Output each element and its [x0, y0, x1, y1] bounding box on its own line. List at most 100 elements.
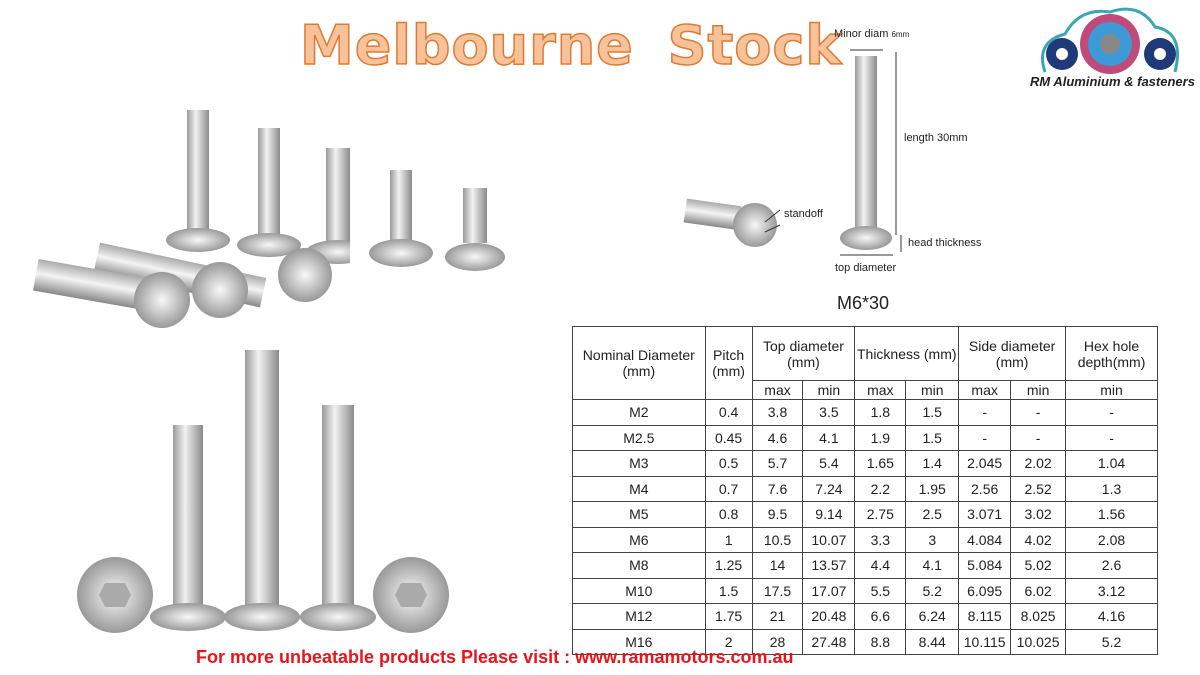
table-row: M5 0.8 9.5 9.14 2.75 2.5 3.071 3.02 1.56 [572, 501, 1158, 528]
table-cell: 10.025 [1010, 628, 1067, 655]
table-cell: 1.9 [854, 424, 907, 451]
subheader-max: max [958, 380, 1012, 400]
subheader-max: max [751, 380, 804, 400]
table-cell: - [958, 399, 1012, 426]
table-cell: 5.02 [1010, 552, 1067, 579]
table-cell: 1.25 [704, 552, 753, 579]
table-cell: 10.07 [802, 526, 856, 553]
table-cell: 0.5 [704, 450, 753, 477]
table-cell: M2 [572, 399, 706, 426]
table-cell: 5.7 [751, 450, 804, 477]
table-row: M8 1.25 14 13.57 4.4 4.1 5.084 5.02 2.6 [572, 552, 1158, 579]
top-diameter-label: top diameter [835, 262, 897, 274]
table-cell: 1.56 [1065, 501, 1158, 528]
table-cell: 5.4 [802, 450, 856, 477]
table-cell: 2.6 [1065, 552, 1158, 579]
table-cell: M5 [572, 501, 706, 528]
table-cell: 3.071 [958, 501, 1012, 528]
subheader-min: min [1010, 380, 1067, 400]
table-cell: 5.2 [905, 577, 960, 604]
header-thickness: Thickness (mm) [854, 326, 960, 381]
table-cell: 1.4 [905, 450, 960, 477]
table-cell: 7.6 [751, 475, 804, 502]
table-cell: 2.02 [1010, 450, 1067, 477]
length-label: length 30mm [904, 132, 968, 144]
table-cell: 3.3 [854, 526, 907, 553]
table-row: M4 0.7 7.6 7.24 2.2 1.95 2.56 2.52 1.3 [572, 475, 1158, 502]
table-cell: 2 [704, 628, 753, 655]
table-cell: 27.48 [802, 628, 856, 655]
table-cell: 6.6 [854, 603, 907, 630]
spec-table: Nominal Diameter (mm) Pitch (mm) Top dia… [572, 326, 1158, 655]
gear-logo-icon [1041, 7, 1179, 74]
table-cell: 2.2 [854, 475, 907, 502]
table-row: M16 2 28 27.48 8.8 8.44 10.115 10.025 5.2 [572, 628, 1158, 655]
table-cell: 1.3 [1065, 475, 1158, 502]
table-cell: 2.75 [854, 501, 907, 528]
minor-diam-label: Minor diam 6mm [834, 28, 909, 40]
table-row: M6 1 10.5 10.07 3.3 3 4.084 4.02 2.08 [572, 526, 1158, 553]
table-cell: 6.24 [905, 603, 960, 630]
table-cell: 5.084 [958, 552, 1012, 579]
logo: RM Aluminium & fasteners [1025, 2, 1195, 97]
table-cell: 1.5 [905, 424, 960, 451]
head-thickness-label: head thickness [908, 237, 982, 249]
table-cell: 1.75 [704, 603, 753, 630]
subheader-min: min [802, 380, 856, 400]
table-cell: M6 [572, 526, 706, 553]
table-cell: M10 [572, 577, 706, 604]
table-cell: 3.5 [802, 399, 856, 426]
table-row: M12 1.75 21 20.48 6.6 6.24 8.115 8.025 4.16 [572, 603, 1158, 630]
header-top-diameter: Top diameter (mm) [751, 326, 856, 381]
table-cell: 4.6 [751, 424, 804, 451]
table-cell: 1.8 [854, 399, 907, 426]
table-cell: 1.65 [854, 450, 907, 477]
table-cell: 10.115 [958, 628, 1012, 655]
screw-diagram [683, 49, 902, 256]
table-cell: 0.4 [704, 399, 753, 426]
footer-promo: For more unbeatable products Please visi… [196, 647, 794, 667]
table-cell: M12 [572, 603, 706, 630]
table-cell: 4.02 [1010, 526, 1067, 553]
table-cell: 8.44 [905, 628, 960, 655]
table-cell: M4 [572, 475, 706, 502]
subheader-min: min [1065, 380, 1158, 400]
model-label: M6*30 [837, 293, 890, 313]
table-row: M3 0.5 5.7 5.4 1.65 1.4 2.045 2.02 1.04 [572, 450, 1158, 477]
header-pitch: Pitch (mm) [704, 326, 753, 400]
table-cell: 2.56 [958, 475, 1012, 502]
table-cell: M8 [572, 552, 706, 579]
table-cell: 4.084 [958, 526, 1012, 553]
table-cell: M16 [572, 628, 706, 655]
table-cell: 3.8 [751, 399, 804, 426]
table-cell: M2.5 [572, 424, 706, 451]
table-row: M2.5 0.45 4.6 4.1 1.9 1.5- - - [572, 424, 1158, 451]
table-cell: 6.02 [1010, 577, 1067, 604]
table-row: M2 0.4 3.8 3.5 1.8 1.5- - - [572, 399, 1158, 426]
table-cell: 5.5 [854, 577, 907, 604]
table-cell: 5.2 [1065, 628, 1158, 655]
table-cell: 9.14 [802, 501, 856, 528]
table-cell: - [1010, 424, 1067, 451]
table-cell: 21 [751, 603, 804, 630]
table-row: M10 1.5 17.5 17.07 5.5 5.2 6.095 6.02 3.12 [572, 577, 1158, 604]
table-cell: - [1065, 424, 1158, 451]
table-cell: 7.24 [802, 475, 856, 502]
subheader-max: max [854, 380, 907, 400]
table-cell: - [958, 424, 1012, 451]
table-cell: 8.025 [1010, 603, 1067, 630]
table-cell: 0.7 [704, 475, 753, 502]
table-cell: 1.5 [905, 399, 960, 426]
table-cell: 28 [751, 628, 804, 655]
table-cell: 2.5 [905, 501, 960, 528]
table-cell: M3 [572, 450, 706, 477]
table-cell: 10.5 [751, 526, 804, 553]
minor-diam-value: 6mm [891, 30, 910, 39]
table-cell: 4.1 [802, 424, 856, 451]
table-cell: 4.16 [1065, 603, 1158, 630]
table-cell: 1.5 [704, 577, 753, 604]
table-cell: - [1010, 399, 1067, 426]
table-cell: 8.115 [958, 603, 1012, 630]
table-cell: 3.12 [1065, 577, 1158, 604]
table-cell: 17.5 [751, 577, 804, 604]
